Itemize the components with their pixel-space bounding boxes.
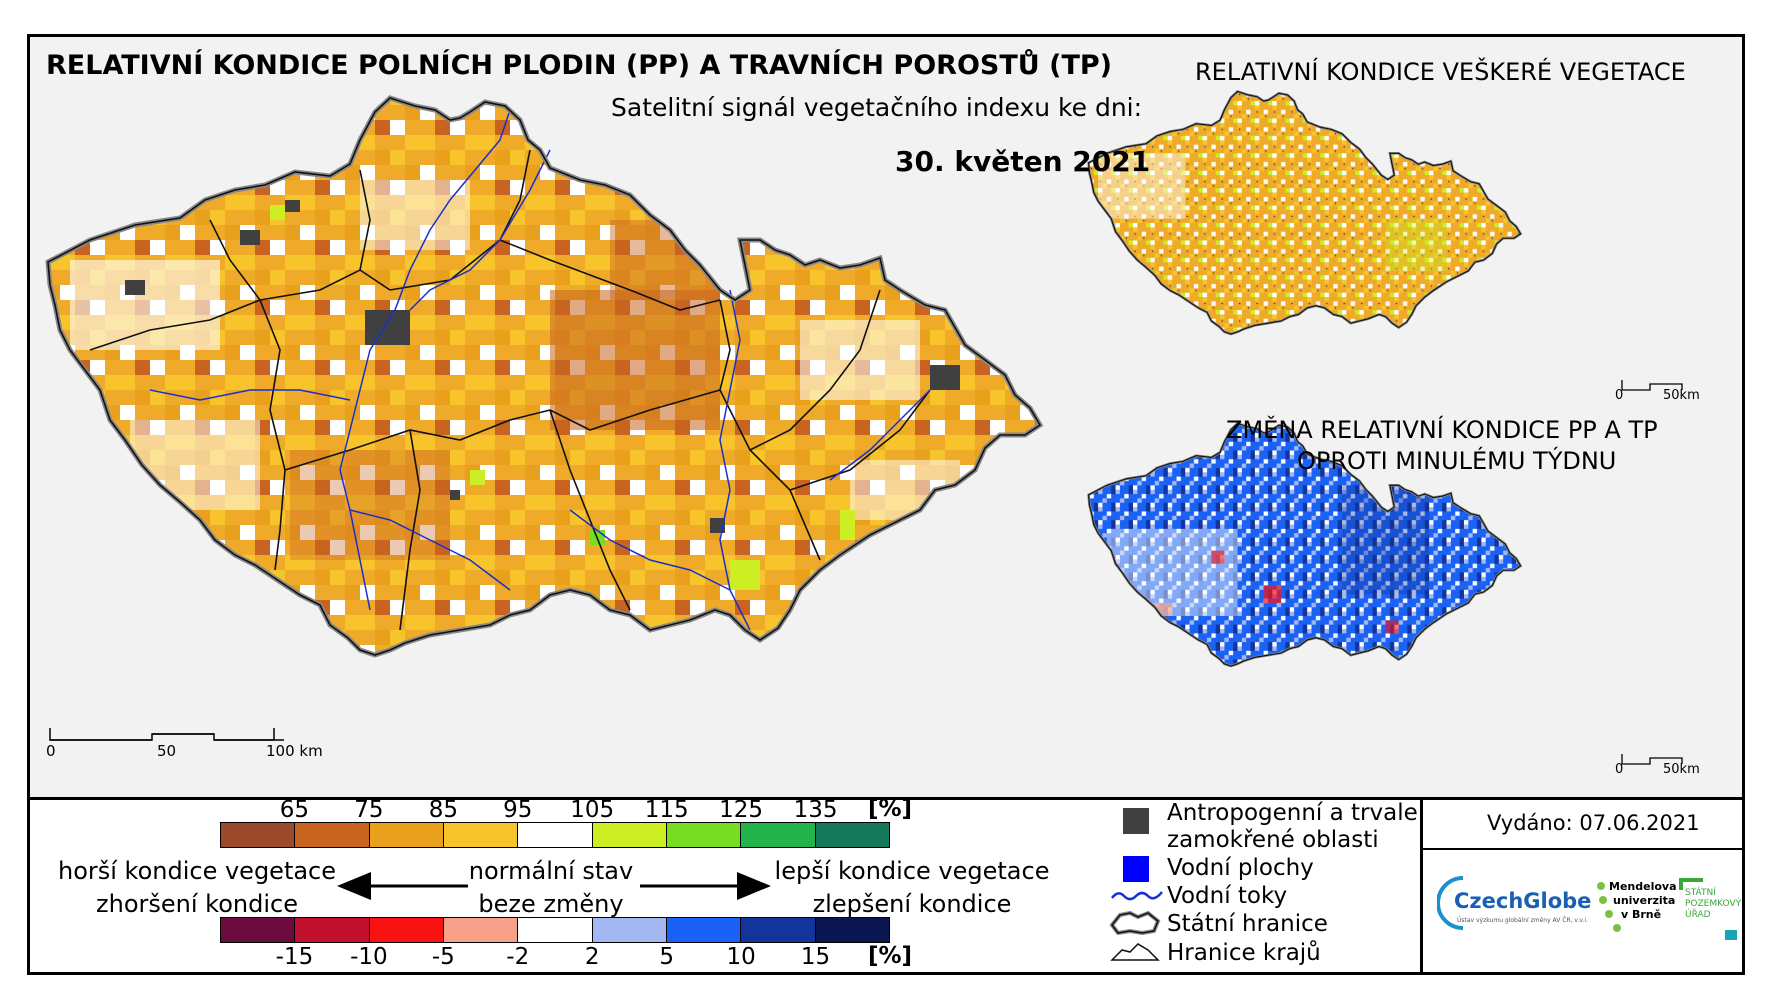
czechglobe-logo: CzechGlobe Ústav výzkumu globální změny … (1437, 872, 1591, 934)
better-change-label: zlepšení kondice (812, 890, 1012, 918)
worse-change-label: zhoršení kondice (96, 890, 298, 918)
condition-tick-label: 65 (279, 797, 310, 823)
spu-text-2: POZEMKOVÝ (1685, 899, 1742, 909)
inset-top-title: RELATIVNÍ KONDICE VEŠKERÉ VEGETACE (1195, 58, 1686, 86)
change-unit: [%] (868, 943, 913, 969)
condition-tick-label: 85 (428, 797, 458, 823)
change-tick-label: 10 (726, 944, 756, 970)
no-change-label: beze změny (478, 890, 624, 918)
left-arrow-icon (337, 872, 468, 900)
main-map (30, 90, 1060, 710)
inset-map-vegetation (1087, 90, 1522, 336)
change-swatch (815, 918, 889, 942)
subtitle: Satelitní signál vegetačního indexu ke d… (611, 93, 1143, 122)
condition-tick-label: 105 (570, 797, 615, 823)
condition-tick-label: 125 (719, 797, 764, 823)
change-swatch (592, 918, 667, 942)
change-swatch (295, 918, 370, 942)
main-title: RELATIVNÍ KONDICE POLNÍCH PLODIN (PP) A … (46, 50, 1112, 81)
change-tick-label: 15 (800, 944, 831, 970)
condition-swatch (666, 823, 742, 847)
region-border-icon (1110, 943, 1160, 961)
anthropogenic-swatch-icon (1123, 808, 1149, 834)
czechglobe-text: CzechGlobe (1454, 889, 1592, 913)
inset-bottom-title-2: OPROTI MINULÉMU TÝDNU (1297, 447, 1617, 475)
legend-state-border: Státní hranice (1167, 911, 1328, 937)
condition-tick-label: 135 (793, 797, 838, 823)
legend-rivers: Vodní toky (1167, 883, 1288, 909)
change-tick-label: 5 (659, 944, 674, 970)
mendel-text-2: univerzita (1613, 894, 1676, 907)
change-tick-label: -5 (431, 944, 455, 970)
legend-water-areas: Vodní plochy (1167, 855, 1314, 881)
water-area-swatch-icon (1123, 856, 1149, 882)
main-scale-0: 0 (46, 742, 56, 760)
spu-text-1: STÁTNÍ (1685, 888, 1716, 898)
issued-box-hline (1420, 848, 1745, 850)
normal-state-label: normální stav (468, 857, 634, 885)
legend-region-border: Hranice krajů (1167, 940, 1321, 966)
legend-anthropogenic-1: Antropogenní a trvale (1167, 800, 1418, 826)
worse-vegetation-label: horší kondice vegetace (57, 857, 337, 885)
change-tick-label: -15 (275, 944, 314, 970)
mendel-logo: Mendelova univerzita v Brně (1595, 880, 1677, 940)
czechglobe-subtext: Ústav výzkumu globální změny AV ČR, v.v.… (1457, 917, 1588, 924)
main-scale-50: 50 (157, 742, 177, 760)
inset-bottom-scale-50: 50km (1663, 762, 1700, 777)
main-scale-100: 100 km (266, 742, 323, 760)
inset-map-change (1087, 422, 1522, 668)
inset-top-scale-50: 50km (1663, 388, 1700, 403)
inset-bottom-scale-bar (1621, 754, 1683, 765)
condition-swatch (221, 823, 296, 847)
change-swatch (518, 918, 593, 942)
right-arrow-icon (640, 872, 771, 900)
issued-box-divider (1420, 797, 1423, 975)
change-swatch (443, 918, 519, 942)
condition-color-bar (220, 822, 890, 848)
condition-swatch (518, 823, 593, 847)
better-vegetation-label: lepší kondice vegetace (774, 857, 1050, 885)
condition-tick-label: 115 (644, 797, 689, 823)
main-scale-bar (49, 728, 284, 741)
spu-logo: STÁTNÍ POZEMKOVÝ ÚŘAD (1677, 876, 1741, 946)
spu-mark-icon (1679, 878, 1737, 940)
condition-swatch (741, 823, 816, 847)
river-line-icon (1111, 891, 1163, 901)
condition-tick-label: 75 (354, 797, 384, 823)
change-color-bar (220, 917, 890, 943)
condition-swatch (815, 823, 889, 847)
condition-swatch (295, 823, 370, 847)
inset-top-scale-bar (1621, 380, 1683, 391)
condition-unit: [%] (868, 796, 913, 822)
change-swatch (666, 918, 742, 942)
change-swatch (741, 918, 816, 942)
inset-bottom-title-1: ZMĚNA RELATIVNÍ KONDICE PP A TP (1226, 416, 1658, 444)
czechglobe-arc-icon (1437, 876, 1464, 930)
inset-bottom-scale-0: 0 (1615, 762, 1624, 777)
legend-anthropogenic-2: zamokřené oblasti (1167, 827, 1379, 853)
spu-text-3: ÚŘAD (1685, 910, 1711, 920)
change-tick-label: -2 (506, 944, 530, 970)
condition-swatch (369, 823, 444, 847)
mendel-dots-icon (1597, 882, 1621, 932)
change-swatch (369, 918, 444, 942)
condition-swatch (592, 823, 667, 847)
state-border-icon (1109, 910, 1161, 936)
condition-tick-label: 95 (503, 797, 533, 823)
change-tick-label: -10 (350, 944, 388, 970)
issued-date: Vydáno: 07.06.2021 (1487, 811, 1700, 835)
inset-top-scale-0: 0 (1615, 388, 1624, 403)
change-tick-label: 2 (584, 944, 600, 970)
mendel-text-3: v Brně (1621, 908, 1662, 921)
change-swatch (221, 918, 296, 942)
condition-swatch (443, 823, 519, 847)
date-label: 30. květen 2021 (895, 145, 1151, 178)
mendel-text-1: Mendelova (1609, 880, 1677, 893)
